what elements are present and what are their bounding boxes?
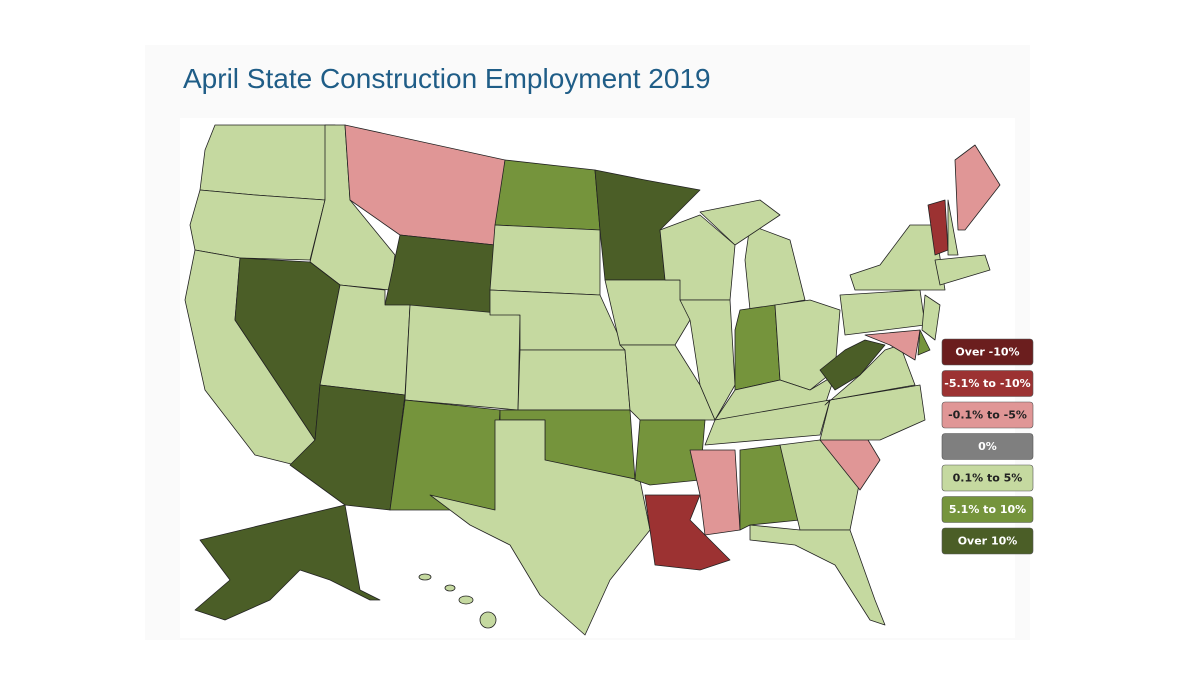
- state: [604, 279, 691, 346]
- state: [418, 573, 432, 581]
- state: [494, 159, 601, 231]
- state: [458, 595, 474, 605]
- map-title: April State Construction Employment 2019: [183, 63, 711, 94]
- legend-label: Over 10%: [958, 535, 1018, 548]
- legend-swatch: [941, 496, 1034, 523]
- state: [194, 504, 381, 621]
- legend-swatch: [941, 527, 1034, 555]
- states: [184, 124, 1001, 636]
- state: [479, 611, 497, 629]
- legend-label: 5.1% to 10%: [949, 503, 1026, 516]
- state: [517, 349, 631, 411]
- state: [689, 449, 741, 536]
- state: [404, 304, 521, 411]
- legend-swatch: [941, 464, 1034, 492]
- state: [699, 199, 781, 246]
- state: [189, 189, 326, 261]
- legend-label: 0%: [978, 440, 997, 453]
- state: [954, 144, 1001, 231]
- state: [849, 224, 946, 291]
- legend-label: -5.1% to -10%: [944, 377, 1030, 390]
- state: [444, 584, 456, 592]
- state: [819, 339, 886, 391]
- legend-label: -0.1% to -5%: [948, 409, 1027, 422]
- state: [934, 254, 991, 286]
- state: [749, 524, 886, 626]
- state: [634, 419, 706, 486]
- legend-label: Over -10%: [955, 346, 1019, 359]
- state: [199, 124, 336, 201]
- state: [489, 224, 601, 296]
- state: [819, 384, 926, 441]
- legend-swatch: [941, 338, 1034, 366]
- state: [921, 294, 941, 341]
- legend: Over -10% -5.1% to -10% -0.1% to -5% 0% 0.1%…: [941, 338, 1034, 555]
- legend-label: 0.1% to 5%: [953, 472, 1023, 485]
- state: [389, 399, 501, 511]
- state: [734, 304, 781, 391]
- state: [947, 199, 959, 256]
- legend-swatch: [941, 433, 1034, 460]
- state: [429, 419, 651, 636]
- state: [384, 234, 496, 316]
- legend-swatch: [941, 401, 1034, 429]
- state: [864, 329, 921, 361]
- state: [704, 399, 831, 446]
- state: [917, 329, 931, 356]
- legend-swatch: [941, 370, 1034, 397]
